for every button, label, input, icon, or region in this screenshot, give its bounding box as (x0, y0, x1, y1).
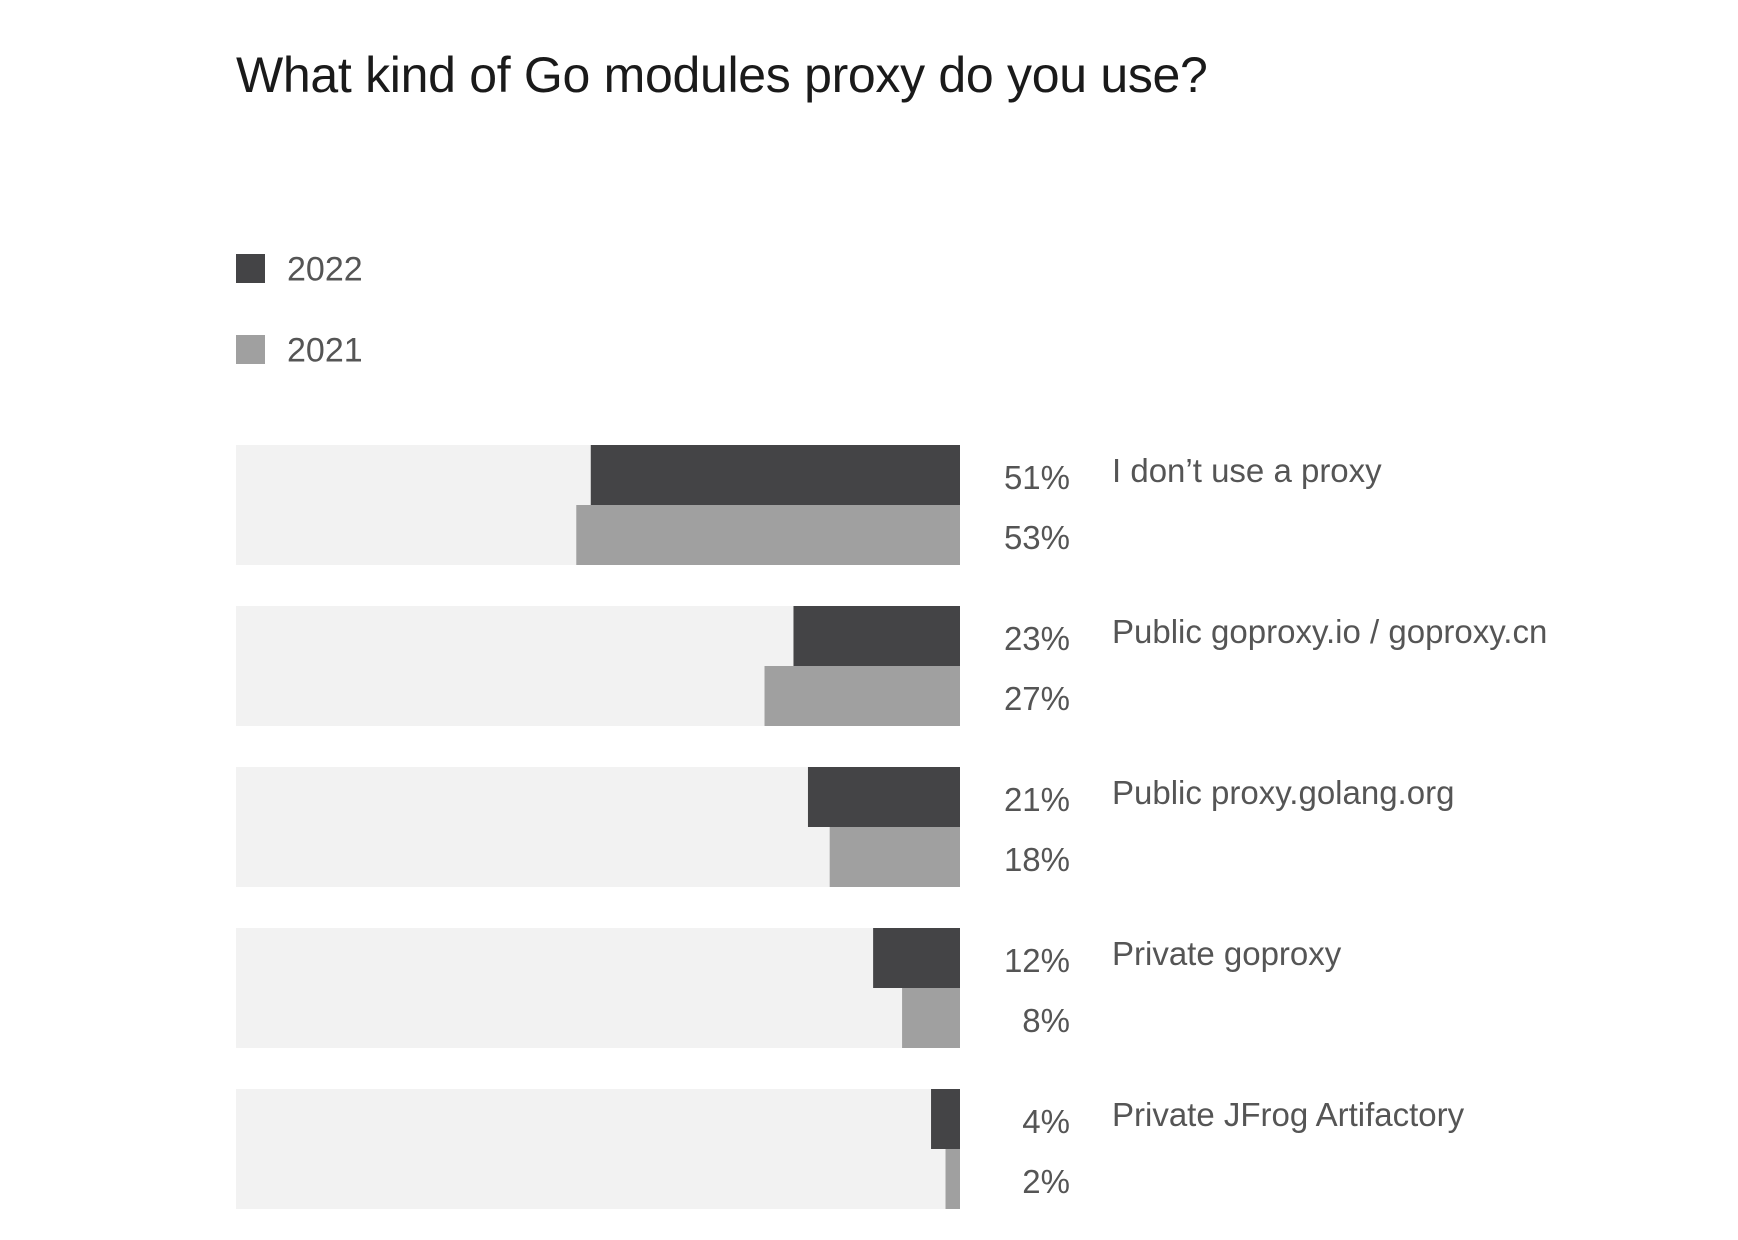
value-label-2022-public-goproxy-io-goproxy-cn: 23% (1004, 620, 1070, 657)
category-label-public-goproxy-io-goproxy-cn: Public goproxy.io / goproxy.cn (1112, 613, 1547, 650)
value-label-2022-private-goproxy: 12% (1004, 942, 1070, 979)
category-label-private-jfrog-artifactory: Private JFrog Artifactory (1112, 1096, 1465, 1133)
chart-row-private-jfrog-artifactory: 4% 2% Private JFrog Artifactory (236, 1089, 1465, 1209)
bar-2021-public-goproxy-io-goproxy-cn (764, 666, 960, 726)
category-label-private-goproxy: Private goproxy (1112, 935, 1342, 972)
value-label-2022-private-jfrog-artifactory: 4% (1022, 1103, 1070, 1140)
chart-row-private-goproxy: 12% 8% Private goproxy (236, 928, 1342, 1048)
category-label-i-don-t-use-a-proxy: I don’t use a proxy (1112, 452, 1382, 489)
value-label-2021-i-don-t-use-a-proxy: 53% (1004, 519, 1070, 556)
bar-2021-private-jfrog-artifactory (945, 1149, 960, 1209)
value-label-2021-private-goproxy: 8% (1022, 1002, 1070, 1039)
category-label-public-proxy-golang-org: Public proxy.golang.org (1112, 774, 1454, 811)
bar-2022-private-jfrog-artifactory (931, 1089, 960, 1149)
bar-2022-public-proxy-golang-org (807, 767, 960, 827)
bar-2021-public-proxy-golang-org (829, 827, 960, 887)
bar-2021-i-don-t-use-a-proxy (576, 505, 960, 565)
chart-row-i-don-t-use-a-proxy: 51% 53% I don’t use a proxy (236, 445, 1382, 565)
chart-title: What kind of Go modules proxy do you use… (236, 47, 1208, 103)
chart-rows: 51% 53% I don’t use a proxy 23% 27% Public go… (236, 445, 1547, 1209)
chart-row-public-proxy-golang-org: 21% 18% Public proxy.golang.org (236, 767, 1454, 887)
bar-2022-public-goproxy-io-goproxy-cn (793, 606, 960, 666)
bar-2021-private-goproxy (902, 988, 960, 1048)
legend-swatch-2022 (236, 254, 265, 283)
value-label-2021-private-jfrog-artifactory: 2% (1022, 1163, 1070, 1200)
bar-track (236, 1089, 960, 1209)
value-label-2021-public-goproxy-io-goproxy-cn: 27% (1004, 680, 1070, 717)
bar-2022-i-don-t-use-a-proxy (590, 445, 960, 505)
value-label-2021-public-proxy-golang-org: 18% (1004, 841, 1070, 878)
chart-row-public-goproxy-io-goproxy-cn: 23% 27% Public goproxy.io / goproxy.cn (236, 606, 1547, 726)
legend-swatch-2021 (236, 335, 265, 364)
value-label-2022-i-don-t-use-a-proxy: 51% (1004, 459, 1070, 496)
legend: 2022 2021 (236, 251, 363, 370)
value-label-2022-public-proxy-golang-org: 21% (1004, 781, 1070, 818)
bar-2022-private-goproxy (873, 928, 960, 988)
legend-label-2022: 2022 (287, 251, 363, 289)
bar-track (236, 928, 960, 1048)
legend-label-2021: 2021 (287, 332, 363, 370)
